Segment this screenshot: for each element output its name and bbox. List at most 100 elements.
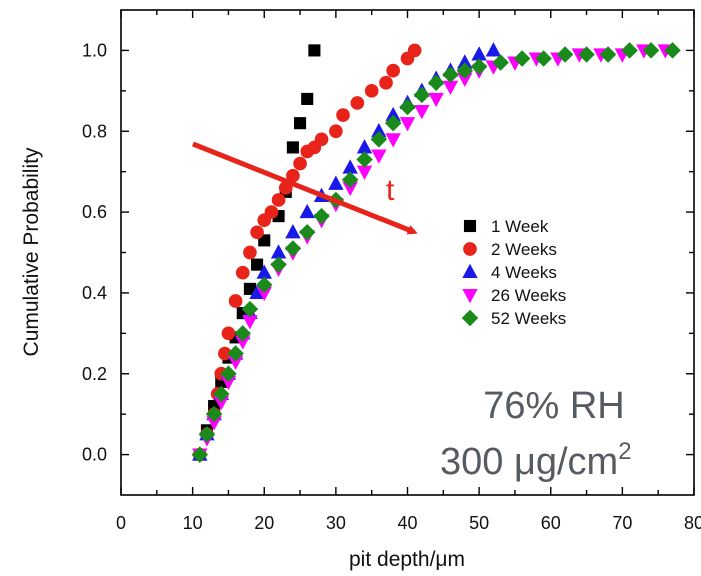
data-point	[621, 42, 638, 59]
data-series	[191, 42, 681, 463]
data-point	[235, 335, 251, 350]
data-point	[385, 106, 401, 122]
data-point	[221, 326, 236, 341]
data-point	[270, 256, 287, 273]
x-tick-label: 20	[254, 513, 274, 533]
data-point	[313, 207, 330, 225]
data-point	[243, 245, 257, 260]
data-point	[213, 385, 230, 403]
legend-label: 26 Weeks	[491, 286, 566, 305]
y-tick-labels: 0.0 0.2 0.4 0.6 0.8 1.0	[82, 40, 107, 464]
series-4-weeks	[192, 42, 502, 461]
y-tick-label: 0.8	[82, 121, 107, 141]
data-point	[256, 276, 273, 294]
data-point	[485, 42, 502, 57]
data-point	[356, 151, 373, 168]
x-tick-label: 80	[684, 513, 701, 533]
data-point	[371, 123, 387, 138]
legend-item: 4 Weeks	[462, 263, 557, 282]
x-axis-title: pit depth/μm	[349, 548, 465, 571]
data-point	[264, 205, 279, 219]
data-point	[535, 50, 552, 67]
data-point	[370, 131, 388, 148]
data-point	[234, 325, 252, 342]
series-52-weeks	[191, 42, 681, 463]
y-tick-label: 0.6	[82, 202, 107, 222]
data-point	[294, 117, 307, 130]
data-point	[286, 141, 299, 154]
data-point	[341, 171, 359, 188]
humidity-annotation: 76% RH	[483, 385, 625, 427]
legend-item: 2 Weeks	[463, 240, 557, 259]
y-axis-title: Cumulative Probability	[20, 147, 43, 356]
data-point	[293, 156, 307, 171]
data-point	[407, 43, 422, 58]
legend-label: 2 Weeks	[491, 240, 557, 259]
data-point	[284, 240, 302, 257]
data-point	[336, 108, 350, 122]
data-point	[228, 294, 243, 308]
x-tick-label: 30	[326, 513, 346, 533]
loading-exponent: 2	[618, 438, 631, 465]
data-point	[342, 181, 358, 197]
legend-marker	[463, 219, 477, 233]
data-point	[356, 139, 373, 154]
data-point	[329, 124, 343, 139]
data-point	[356, 165, 373, 180]
legend-label: 4 Weeks	[491, 263, 557, 282]
data-point	[456, 62, 474, 79]
data-point	[220, 365, 237, 382]
y-tick-label: 0.2	[82, 364, 107, 384]
x-tick-label: 50	[469, 513, 489, 533]
data-point	[298, 224, 316, 241]
data-point	[241, 300, 259, 318]
data-point	[442, 66, 459, 83]
data-point	[399, 117, 416, 132]
data-point	[470, 58, 488, 75]
data-point	[301, 92, 314, 105]
legend-item: 1 Week	[463, 217, 549, 236]
data-point	[664, 42, 681, 59]
data-point	[414, 104, 430, 120]
data-point	[642, 42, 660, 59]
data-point	[251, 258, 264, 271]
legend-item: 26 Weeks	[462, 286, 566, 305]
data-point	[191, 446, 209, 463]
data-point	[242, 315, 258, 330]
data-point	[218, 346, 232, 361]
legend-marker	[461, 309, 479, 327]
data-point	[235, 265, 250, 280]
legend-item: 52 Weeks	[461, 309, 566, 328]
x-tick-label: 10	[183, 513, 203, 533]
data-point	[413, 86, 431, 104]
data-point	[328, 175, 344, 190]
legend-marker	[462, 263, 478, 279]
y-tick-label: 0.0	[82, 445, 107, 465]
time-arrow-label: t	[386, 174, 395, 207]
time-arrow	[192, 141, 418, 235]
data-point	[256, 286, 272, 302]
data-point	[227, 345, 244, 362]
data-point	[198, 426, 216, 443]
x-tick-label: 60	[541, 513, 561, 533]
legend-marker	[462, 288, 478, 304]
data-point	[286, 168, 300, 183]
data-point	[399, 98, 416, 116]
x-tick-label: 40	[397, 513, 417, 533]
axis-ticks	[120, 10, 695, 495]
data-point	[314, 132, 329, 147]
data-point	[308, 44, 321, 57]
data-point	[342, 159, 358, 174]
data-point	[250, 225, 264, 240]
x-tick-label: 0	[116, 513, 126, 533]
data-point	[384, 114, 402, 132]
data-point	[285, 224, 301, 239]
data-point	[471, 46, 487, 61]
x-tick-label: 70	[612, 513, 632, 533]
legend-label: 1 Week	[491, 217, 549, 236]
data-point	[379, 75, 393, 90]
x-tick-labels: 0 10 20 30 40 50 60 70 80	[116, 513, 701, 533]
data-point	[428, 92, 444, 108]
data-point	[227, 355, 244, 370]
data-point	[220, 375, 237, 391]
